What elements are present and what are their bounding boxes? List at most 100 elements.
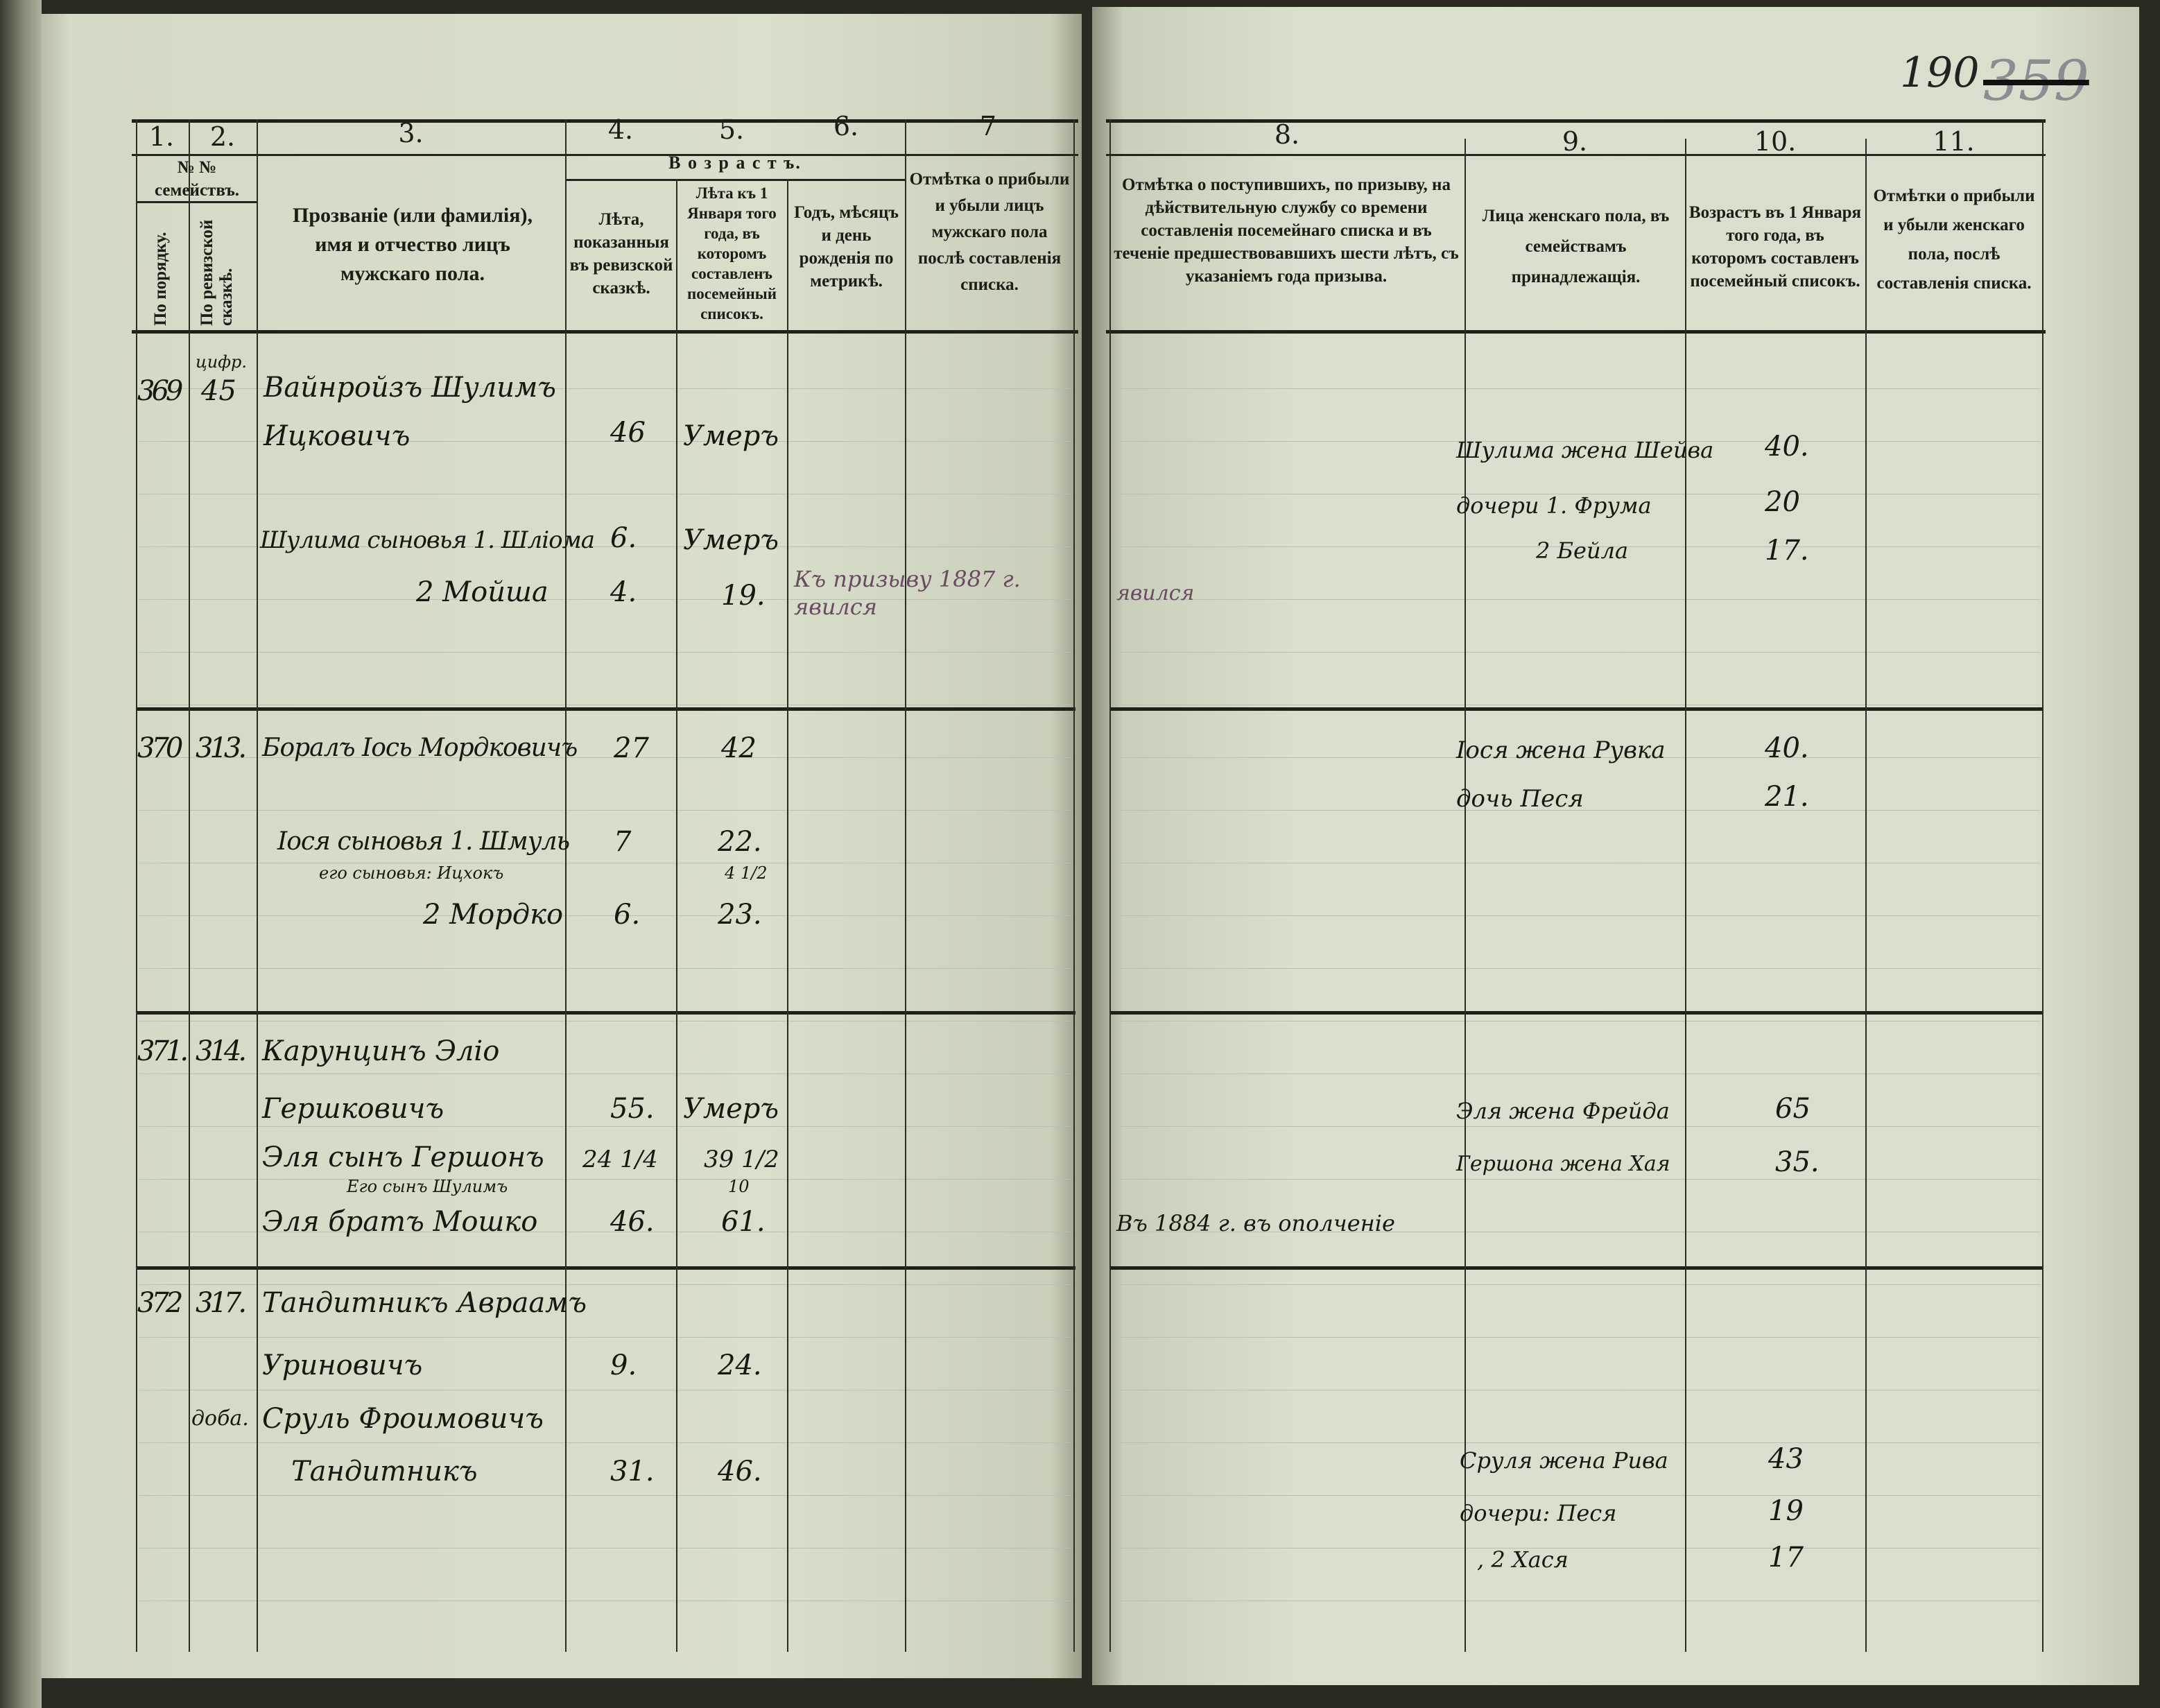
male-annotation: его сыновья: Ицхокъ [319,863,504,883]
ruled-line [139,1337,1071,1338]
revision-number: 314. [196,1035,247,1067]
age-revision: 27 [614,732,649,764]
left-page [42,14,1082,1678]
families-label: № № семействъ. [154,158,240,200]
ruled-line [139,441,1071,442]
col11-header: Отмѣтки о прибыли и убыли женскаго пола,… [1873,187,2035,293]
ruled-line [139,915,1071,916]
female-name: Эля жена Фрейда [1456,1098,1670,1124]
male-annotation: Его сынъ Шулимъ [347,1177,508,1196]
age-list: 46. [718,1456,762,1487]
age-list: 61. [721,1206,766,1238]
book-edge [0,0,42,1708]
ruled-line [139,546,1071,547]
col-number-11: 11. [1933,126,1975,157]
age-list: Умеръ [683,524,779,556]
age-list: 39 1/2 [704,1146,779,1173]
ruled-line [1111,757,2041,758]
ruled-line [1111,388,2041,389]
ruled-line [139,1126,1071,1127]
right-page [1092,7,2139,1685]
col-number-7: 7 [979,111,997,141]
female-age: 40. [1765,732,1809,764]
male-name-cont: Тандитникъ [291,1456,478,1487]
ruled-line [139,757,1071,758]
male-name-cont: Гершковичъ [262,1093,444,1125]
ruled-line [1111,1495,2041,1496]
age-revision: 4. [610,576,637,608]
age-revision: 46. [610,1206,655,1238]
revision-number: 317. [196,1287,247,1319]
col2-header: По ревизской сказкѣ. [198,219,236,326]
male-name: Шулима сыновья 1. Шліома [260,526,595,554]
male-name: Боралъ Іось Мордковичъ [262,734,578,762]
ruled-line [1111,1284,2041,1285]
col-number-1: 1. [148,121,175,152]
col-number-6: 6. [833,111,859,141]
male-name: Карунцинъ Эліо [262,1035,500,1067]
ruled-line [139,1495,1071,1496]
age-revision: 7 [614,826,632,858]
col-number-8: 8. [1274,119,1300,150]
col6-header: Годъ, мѣсяцъ и день рожденія по метрикѣ. [794,203,899,291]
male-name: 2 Мойша [416,576,548,608]
female-age: 20 [1765,486,1800,518]
female-name: дочь Песя [1456,785,1584,813]
male-name: Эля сынъ Гершонъ [262,1141,544,1173]
age-list: 23. [718,899,762,931]
female-age: 17. [1765,535,1809,567]
family-number: 372 [137,1287,183,1319]
female-age: 17 [1768,1542,1804,1573]
col-number-10: 10. [1754,126,1797,157]
ruled-line [139,1179,1071,1180]
col9-header: Лица женскаго пола, въ семействамъ прина… [1482,207,1670,286]
age-revision: 55. [610,1093,655,1125]
ruled-line [1111,1548,2041,1549]
age-list: 42 [721,732,757,764]
ruled-line [1111,1337,2041,1338]
family-number: 369 [137,375,183,407]
age-list: 10 [728,1177,750,1196]
female-age: 65 [1775,1093,1811,1125]
male-name: Сруль Фроимовичъ [262,1403,544,1435]
col3-header: Прозваніе (или фамилія), имя и отчество … [293,204,533,285]
col10-header: Возрастъ въ 1 Января того года, въ котор… [1688,203,1862,291]
ruled-line [139,388,1071,389]
ruled-line [139,652,1071,653]
revision-note: цифр. [196,352,247,372]
female-age: 21. [1765,781,1809,813]
age-revision: 24 1/4 [582,1146,658,1173]
female-name: , 2 Хася [1477,1546,1569,1573]
ruled-line [1111,599,2041,600]
col8-note: явился [1116,581,1195,605]
col-number-2: 2. [209,121,236,152]
col-number-3: 3. [398,118,424,148]
age-revision: 31. [610,1456,655,1487]
ruled-line [139,1073,1071,1074]
page-number: 190 [1900,49,1980,97]
col5-header: Лѣта къ 1 Января того года, въ которомъ … [686,184,777,322]
ruled-line [1111,546,2041,547]
ruled-line [1111,1073,2041,1074]
age-list: 19. [721,580,766,612]
male-name-cont: Ицковичъ [263,420,411,452]
col8-note: Въ 1884 г. въ ополченіе [1116,1210,1395,1236]
col1-header: По порядку. [151,232,170,326]
age-revision: 9. [610,1349,637,1381]
ruled-line [139,968,1071,969]
ruled-line [1111,1126,2041,1127]
age-list: 22. [718,826,762,858]
female-age: 43 [1768,1443,1804,1475]
age-group-header: В о з р а с т ъ. [668,153,802,173]
male-name-cont: Уриновичъ [262,1349,423,1381]
revision-number: 313. [196,732,247,764]
ruled-line [1111,915,2041,916]
revision-note: доба. [191,1406,249,1431]
male-name: Тандитникъ Авраамъ [262,1287,587,1319]
col4-header: Лѣта, показанныя въ ревизской сказкѣ. [569,210,673,297]
female-name: 2 Бейла [1536,537,1629,564]
female-name: Сруля жена Рива [1460,1447,1668,1474]
female-name: дочери: Песя [1460,1500,1617,1526]
revision-number: 45 [201,375,236,407]
ruled-line [139,599,1071,600]
